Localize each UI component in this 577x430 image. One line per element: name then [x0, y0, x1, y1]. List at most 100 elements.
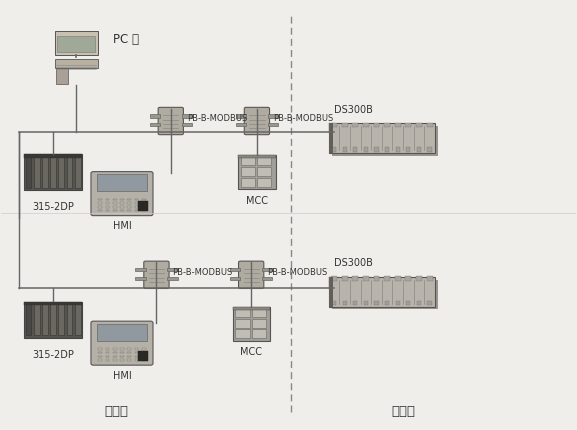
Bar — [428, 147, 432, 151]
Bar — [75, 157, 81, 187]
Text: 315-2DP: 315-2DP — [32, 350, 74, 359]
Bar — [98, 206, 102, 208]
Bar — [120, 210, 124, 212]
Bar — [241, 178, 256, 187]
Bar — [54, 31, 98, 55]
Bar — [98, 356, 102, 357]
Bar — [235, 319, 250, 328]
Bar — [128, 199, 131, 200]
Bar — [353, 147, 357, 151]
Bar — [142, 352, 145, 353]
Bar — [113, 203, 117, 204]
Bar — [353, 301, 357, 305]
Bar — [56, 68, 68, 84]
Bar — [113, 210, 117, 212]
Bar — [395, 123, 400, 127]
Bar — [134, 203, 138, 204]
Bar — [120, 352, 124, 353]
Bar — [75, 304, 81, 335]
Bar — [98, 203, 102, 204]
Bar — [395, 276, 400, 280]
Bar — [98, 210, 102, 212]
Bar — [342, 123, 347, 127]
Bar — [373, 276, 380, 280]
Bar — [128, 359, 131, 361]
Bar — [406, 147, 410, 151]
Bar — [142, 199, 145, 200]
Bar — [142, 359, 145, 361]
Bar — [363, 276, 369, 280]
Bar — [135, 268, 145, 271]
Bar — [57, 36, 95, 52]
Bar — [142, 203, 145, 204]
Bar — [268, 114, 278, 117]
Bar — [120, 359, 124, 361]
Bar — [343, 301, 347, 305]
Bar — [241, 157, 256, 166]
Bar — [149, 123, 160, 126]
Bar — [385, 301, 389, 305]
Bar — [50, 157, 56, 187]
Bar — [66, 304, 72, 335]
Text: DS300B: DS300B — [335, 258, 373, 268]
Text: 315-2DP: 315-2DP — [32, 202, 74, 212]
Bar — [332, 301, 336, 305]
Bar — [385, 147, 389, 151]
Bar — [24, 154, 82, 190]
Bar — [235, 329, 250, 338]
Bar — [120, 348, 124, 350]
Bar — [406, 301, 410, 305]
Bar — [106, 356, 109, 357]
Text: MCC: MCC — [246, 196, 268, 206]
Bar — [120, 203, 124, 204]
Bar — [167, 276, 178, 280]
Bar — [66, 157, 72, 187]
Bar — [106, 348, 109, 350]
Text: DS300B: DS300B — [335, 104, 373, 115]
Bar — [128, 203, 131, 204]
Bar — [58, 304, 64, 335]
Bar — [134, 348, 138, 350]
Bar — [113, 352, 117, 353]
Bar — [120, 206, 124, 208]
Bar — [54, 59, 98, 68]
Bar — [149, 114, 160, 117]
Bar — [134, 352, 138, 353]
Bar — [98, 199, 102, 200]
Bar — [416, 276, 422, 280]
Bar — [257, 167, 271, 176]
Bar — [113, 348, 117, 350]
Bar — [106, 359, 109, 361]
Bar — [233, 307, 270, 310]
Bar — [241, 167, 256, 176]
Bar — [262, 268, 272, 271]
Bar — [235, 308, 250, 317]
Bar — [34, 157, 40, 187]
Bar — [128, 356, 131, 357]
Bar — [252, 308, 266, 317]
Bar — [374, 147, 379, 151]
Bar — [238, 155, 276, 189]
Bar — [416, 123, 422, 127]
Bar — [106, 203, 109, 204]
Bar — [128, 352, 131, 353]
Bar — [134, 210, 138, 212]
Bar — [252, 319, 266, 328]
Bar — [374, 301, 379, 305]
Bar — [233, 307, 270, 341]
Bar — [142, 210, 145, 212]
Bar — [329, 123, 435, 153]
Bar — [332, 147, 336, 151]
Bar — [42, 304, 48, 335]
Bar — [329, 277, 435, 307]
Bar — [24, 301, 82, 305]
Bar — [120, 356, 124, 357]
Bar — [120, 199, 124, 200]
Bar — [24, 301, 82, 338]
Bar — [363, 123, 369, 127]
Bar — [417, 147, 421, 151]
Bar — [406, 123, 411, 127]
Text: PB-B-MODBUS: PB-B-MODBUS — [187, 114, 247, 123]
Bar — [142, 206, 145, 208]
Bar — [342, 276, 347, 280]
